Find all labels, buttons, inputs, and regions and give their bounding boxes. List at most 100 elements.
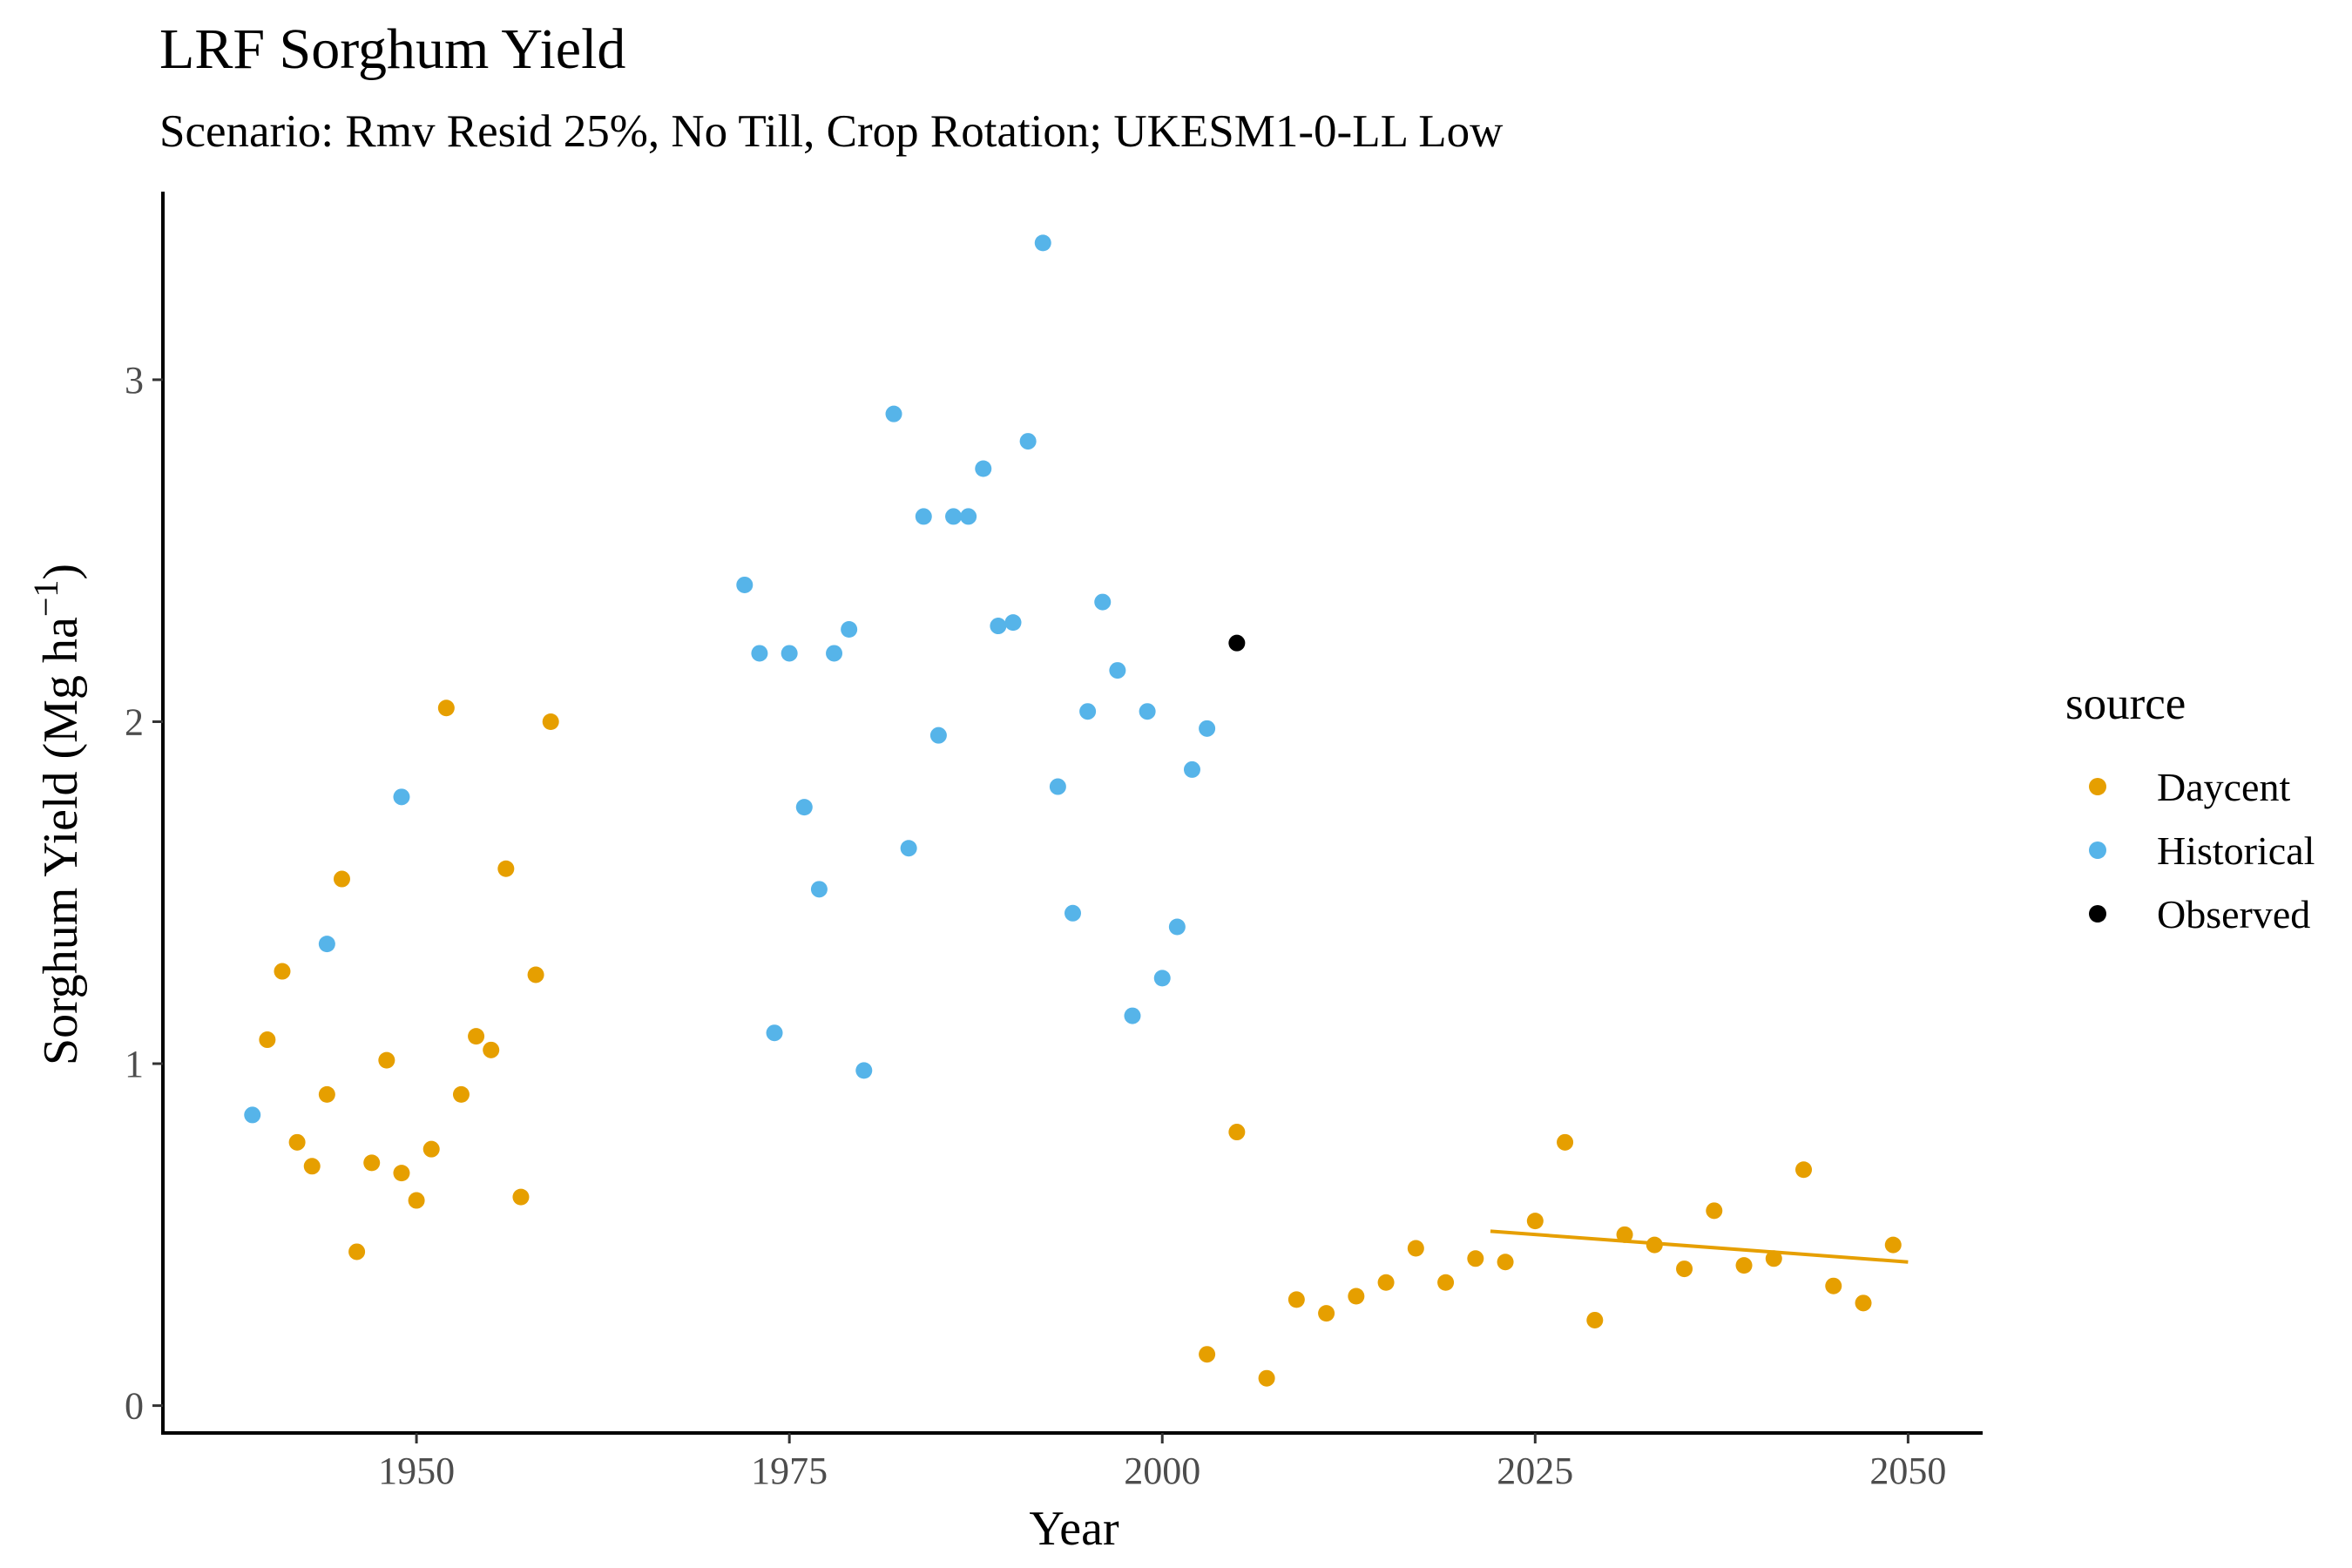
daycent-point: [1348, 1288, 1365, 1305]
historical-point: [885, 405, 902, 422]
daycent-point: [1795, 1161, 1813, 1179]
daycent-point: [437, 700, 455, 717]
y-tick-label: 1: [125, 1043, 144, 1085]
legend-label-daycent: Daycent: [2157, 765, 2290, 809]
trend-layer: [1490, 1229, 1909, 1264]
daycent-point: [512, 1188, 530, 1206]
historical-point: [1004, 614, 1022, 632]
historical-point: [826, 645, 843, 662]
daycent-point: [303, 1158, 321, 1175]
x-tick-label: 2000: [1124, 1450, 1200, 1492]
historical-point: [1168, 918, 1186, 936]
daycent-point: [1437, 1274, 1455, 1291]
daycent-point: [1467, 1250, 1484, 1267]
daycent-point: [468, 1028, 485, 1045]
x-tick-label: 1950: [378, 1450, 455, 1492]
daycent-point: [1407, 1240, 1424, 1257]
historical-point: [1109, 662, 1126, 679]
daycent-point: [1735, 1257, 1753, 1274]
historical-point: [766, 1024, 783, 1042]
x-tick-label: 1975: [751, 1450, 828, 1492]
daycent-point: [348, 1243, 366, 1260]
historical-point: [751, 645, 768, 662]
daycent-point: [333, 870, 350, 888]
daycent-point: [542, 713, 559, 730]
chart-subtitle: Scenario: Rmv Resid 25%, No Till, Crop R…: [159, 106, 1504, 157]
daycent-point: [363, 1154, 381, 1172]
historical-point: [1153, 970, 1171, 987]
historical-point: [1124, 1007, 1141, 1024]
x-tick-label: 2025: [1497, 1450, 1573, 1492]
historical-point: [915, 508, 932, 525]
historical-point: [960, 508, 977, 525]
daycent-point: [393, 1165, 410, 1182]
daycent-point: [1288, 1291, 1305, 1308]
legend-entries: Daycent Historical Observed: [2089, 765, 2315, 936]
legend-title: source: [2065, 679, 2186, 729]
historical-point: [1199, 720, 1216, 737]
observed-point: [1228, 634, 1246, 652]
historical-point: [1019, 433, 1037, 450]
historical-point: [1064, 904, 1081, 922]
legend-label-observed: Observed: [2157, 892, 2310, 936]
daycent-point: [274, 963, 291, 980]
daycent-point: [1557, 1133, 1574, 1151]
historical-point: [318, 936, 335, 953]
daycent-point: [422, 1140, 440, 1158]
historical-point: [1034, 234, 1051, 252]
daycent-point: [318, 1085, 335, 1103]
daycent-point: [1825, 1277, 1842, 1294]
daycent-point: [483, 1041, 500, 1058]
daycent-point: [1706, 1202, 1723, 1220]
daycent-point: [1258, 1369, 1275, 1387]
historical-point: [1139, 703, 1156, 720]
x-axis-ticks: 1950 1975 2000 2025 2050: [378, 1433, 1946, 1492]
historical-point: [929, 727, 947, 744]
y-axis-label-close: ): [34, 564, 88, 580]
y-tick-label: 0: [125, 1385, 144, 1428]
daycent-point: [1586, 1311, 1604, 1328]
daycent-point: [408, 1192, 425, 1209]
historical-point: [990, 618, 1007, 635]
legend-key-historical: [2089, 841, 2106, 859]
historical-point: [945, 508, 963, 525]
y-axis-label-superscript: −1: [26, 580, 65, 618]
daycent-point: [1318, 1305, 1335, 1322]
historical-point: [1183, 760, 1200, 778]
x-axis-label: Year: [1029, 1502, 1119, 1556]
daycent-point: [1377, 1274, 1395, 1291]
historical-point: [795, 799, 813, 816]
legend: source Daycent Historical Observed: [2065, 679, 2315, 936]
daycent-point: [378, 1051, 395, 1069]
legend-key-observed: [2089, 905, 2106, 923]
daycent-point: [1497, 1254, 1514, 1271]
legend-label-historical: Historical: [2157, 828, 2315, 873]
y-tick-label: 2: [125, 700, 144, 743]
daycent-point: [1199, 1346, 1216, 1363]
historical-point: [1094, 593, 1112, 611]
x-tick-label: 2050: [1869, 1450, 1946, 1492]
daycent-point: [1884, 1236, 1902, 1254]
points-layer: [244, 234, 1902, 1387]
y-axis-label-main: Sorghum Yield (Mg ha: [34, 617, 88, 1065]
daycent-point: [1765, 1250, 1782, 1267]
y-axis-ticks: 0 1 2 3: [125, 359, 163, 1428]
historical-point: [975, 460, 992, 477]
daycent-point: [1676, 1260, 1693, 1278]
daycent-point: [1616, 1226, 1633, 1243]
daycent-point: [527, 966, 544, 983]
daycent-point: [497, 860, 515, 877]
daycent-point: [259, 1031, 276, 1049]
historical-point: [855, 1062, 873, 1079]
historical-point: [1049, 778, 1066, 795]
legend-key-daycent: [2089, 778, 2106, 795]
historical-point: [393, 788, 410, 806]
historical-point: [244, 1106, 261, 1124]
daycent-point: [1646, 1236, 1663, 1254]
daycent-trend-line: [1490, 1229, 1909, 1264]
daycent-point: [1228, 1124, 1246, 1141]
y-tick-label: 3: [125, 359, 144, 402]
historical-point: [841, 620, 858, 638]
historical-point: [781, 645, 798, 662]
